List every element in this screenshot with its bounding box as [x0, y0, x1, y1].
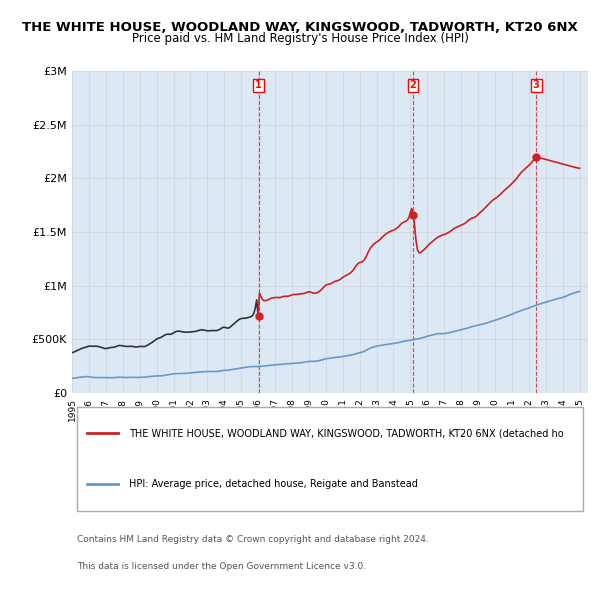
Text: Contains HM Land Registry data © Crown copyright and database right 2024.: Contains HM Land Registry data © Crown c…: [77, 535, 429, 544]
Text: This data is licensed under the Open Government Licence v3.0.: This data is licensed under the Open Gov…: [77, 562, 366, 571]
Text: THE WHITE HOUSE, WOODLAND WAY, KINGSWOOD, TADWORTH, KT20 6NX: THE WHITE HOUSE, WOODLAND WAY, KINGSWOOD…: [22, 21, 578, 34]
Text: 3: 3: [533, 80, 539, 90]
Text: 1: 1: [255, 80, 262, 90]
Text: Price paid vs. HM Land Registry's House Price Index (HPI): Price paid vs. HM Land Registry's House …: [131, 32, 469, 45]
Text: 2: 2: [410, 80, 416, 90]
FancyBboxPatch shape: [77, 407, 583, 510]
Text: THE WHITE HOUSE, WOODLAND WAY, KINGSWOOD, TADWORTH, KT20 6NX (detached ho: THE WHITE HOUSE, WOODLAND WAY, KINGSWOOD…: [129, 428, 563, 438]
Text: HPI: Average price, detached house, Reigate and Banstead: HPI: Average price, detached house, Reig…: [129, 479, 418, 489]
